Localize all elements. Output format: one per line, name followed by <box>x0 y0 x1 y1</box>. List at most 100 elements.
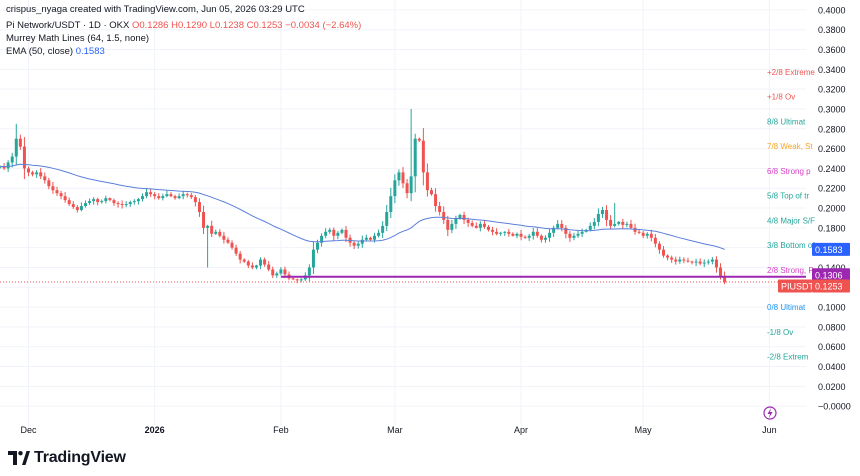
price-axis[interactable]: 0.4000 0.3800 0.3600 0.3400 0.3200 0.3000 0.28… <box>818 5 851 411</box>
x-tick-label: Mar <box>387 425 403 435</box>
candle-body <box>596 213 600 222</box>
y-tick-label: 0.1000 <box>818 303 846 313</box>
candle-body <box>511 233 515 236</box>
candle-body <box>458 214 462 218</box>
murrey-line-label: +1/8 Ov <box>767 93 795 102</box>
candle-body <box>523 236 527 238</box>
y-tick-label: 0.4000 <box>818 5 846 15</box>
candle-body <box>641 232 645 236</box>
candle-body <box>438 206 442 213</box>
candle-body <box>499 232 503 234</box>
murrey-line-label: 8/8 Ultimat <box>767 117 806 126</box>
candle-body <box>344 229 348 238</box>
candle-body <box>409 176 413 194</box>
candle-body <box>723 276 727 283</box>
candle-body <box>104 198 108 202</box>
candle-body <box>539 235 543 240</box>
candle-body <box>356 243 360 246</box>
y-tick-label: 0.3000 <box>818 104 846 114</box>
tradingview-logo-icon <box>8 451 30 465</box>
y-tick-label: 0.3400 <box>818 65 846 75</box>
last-price-label-bg <box>812 279 850 293</box>
indicator-murrey-legend[interactable]: Murrey Math Lines (64, 1.5, none) <box>6 33 150 44</box>
murrey-line-label: 6/8 Strong p <box>767 167 811 176</box>
candle-body <box>189 195 193 198</box>
candle-body <box>116 203 120 205</box>
candle-body <box>600 210 604 214</box>
candle-body <box>165 194 169 197</box>
candle-body <box>397 172 401 181</box>
candle-body <box>377 232 381 236</box>
murrey-line-label: 3/8 Bottom of <box>767 241 815 250</box>
candle-body <box>275 273 279 276</box>
candle-body <box>482 223 486 227</box>
bolt-icon[interactable] <box>763 406 777 420</box>
last-price-label: 0.1253 <box>815 282 843 292</box>
candle-body <box>393 180 397 197</box>
murrey-line-label: -1/8 Ov <box>767 328 793 337</box>
candle-body <box>181 194 185 197</box>
candle-body <box>51 186 55 191</box>
candle-body <box>332 229 336 236</box>
candle-body <box>678 259 682 262</box>
ema-price-label-bg <box>812 242 850 256</box>
support-price-label: 0.1306 <box>815 270 843 280</box>
candle-body <box>352 242 356 246</box>
candle-body <box>218 231 222 236</box>
x-tick-label: Dec <box>20 425 37 435</box>
ema-legend-value: 0.1583 <box>75 46 105 57</box>
candle-body <box>470 222 474 226</box>
candle-body <box>556 223 560 228</box>
candle-body <box>47 180 51 187</box>
candle-body <box>368 237 372 240</box>
candle-body <box>543 237 547 240</box>
candle-body <box>202 212 206 228</box>
tradingview-logo[interactable]: TradingView <box>8 448 126 468</box>
candle-body <box>132 201 136 203</box>
candle-body <box>340 229 344 233</box>
candle-body <box>222 235 226 240</box>
candle-body <box>507 231 511 234</box>
ema-line <box>0 163 725 250</box>
time-axis[interactable]: Dec 2026 Feb Mar Apr May Jun <box>20 425 776 435</box>
y-tick-label: 0.2200 <box>818 184 846 194</box>
candle-body <box>429 190 433 195</box>
murrey-line-label: +2/8 Extreme <box>767 68 815 77</box>
y-tick-label: 0.0800 <box>818 322 846 332</box>
candle-body <box>246 261 250 266</box>
chart-credit: crispus_nyaga created with TradingView.c… <box>6 4 305 15</box>
candle-body <box>633 227 637 232</box>
x-tick-label: 2026 <box>145 425 165 435</box>
symbol-name: Pi Network/USDT · 1D · OKX <box>6 20 130 31</box>
candle-body <box>320 235 324 243</box>
candle-body <box>226 239 230 243</box>
symbol-legend[interactable]: Pi Network/USDT · 1D · OKX O0.1286 H0.12… <box>6 20 361 31</box>
candle-body <box>18 138 22 147</box>
candle-body <box>519 233 523 237</box>
candle-body <box>88 201 92 204</box>
candle-body <box>43 176 47 181</box>
candle-body <box>230 242 234 248</box>
indicator-ema-legend[interactable]: EMA (50, close) 0.1583 <box>6 46 105 57</box>
candle-body <box>250 265 254 268</box>
candle-body <box>173 196 177 199</box>
candle-body <box>83 203 87 207</box>
ohlc-close: C0.1253 <box>246 20 283 31</box>
candle-body <box>617 221 621 224</box>
candle-body <box>128 202 132 205</box>
candle-body <box>0 166 2 168</box>
candle-body <box>389 196 393 213</box>
candle-body <box>328 229 332 232</box>
murrey-line-label: 7/8 Weak, St <box>767 142 813 151</box>
murrey-line-label: 5/8 Top of tr <box>767 192 809 201</box>
candle-body <box>67 200 71 205</box>
candle-body <box>120 204 124 206</box>
ohlc-change: −0.0034 (−2.64%) <box>285 20 362 31</box>
candle-body <box>572 235 576 238</box>
candle-body <box>206 225 210 228</box>
candle-body <box>177 196 181 199</box>
ohlc-open: O0.1286 <box>132 20 169 31</box>
candle-body <box>421 140 425 173</box>
y-tick-label: 0.3600 <box>818 45 846 55</box>
